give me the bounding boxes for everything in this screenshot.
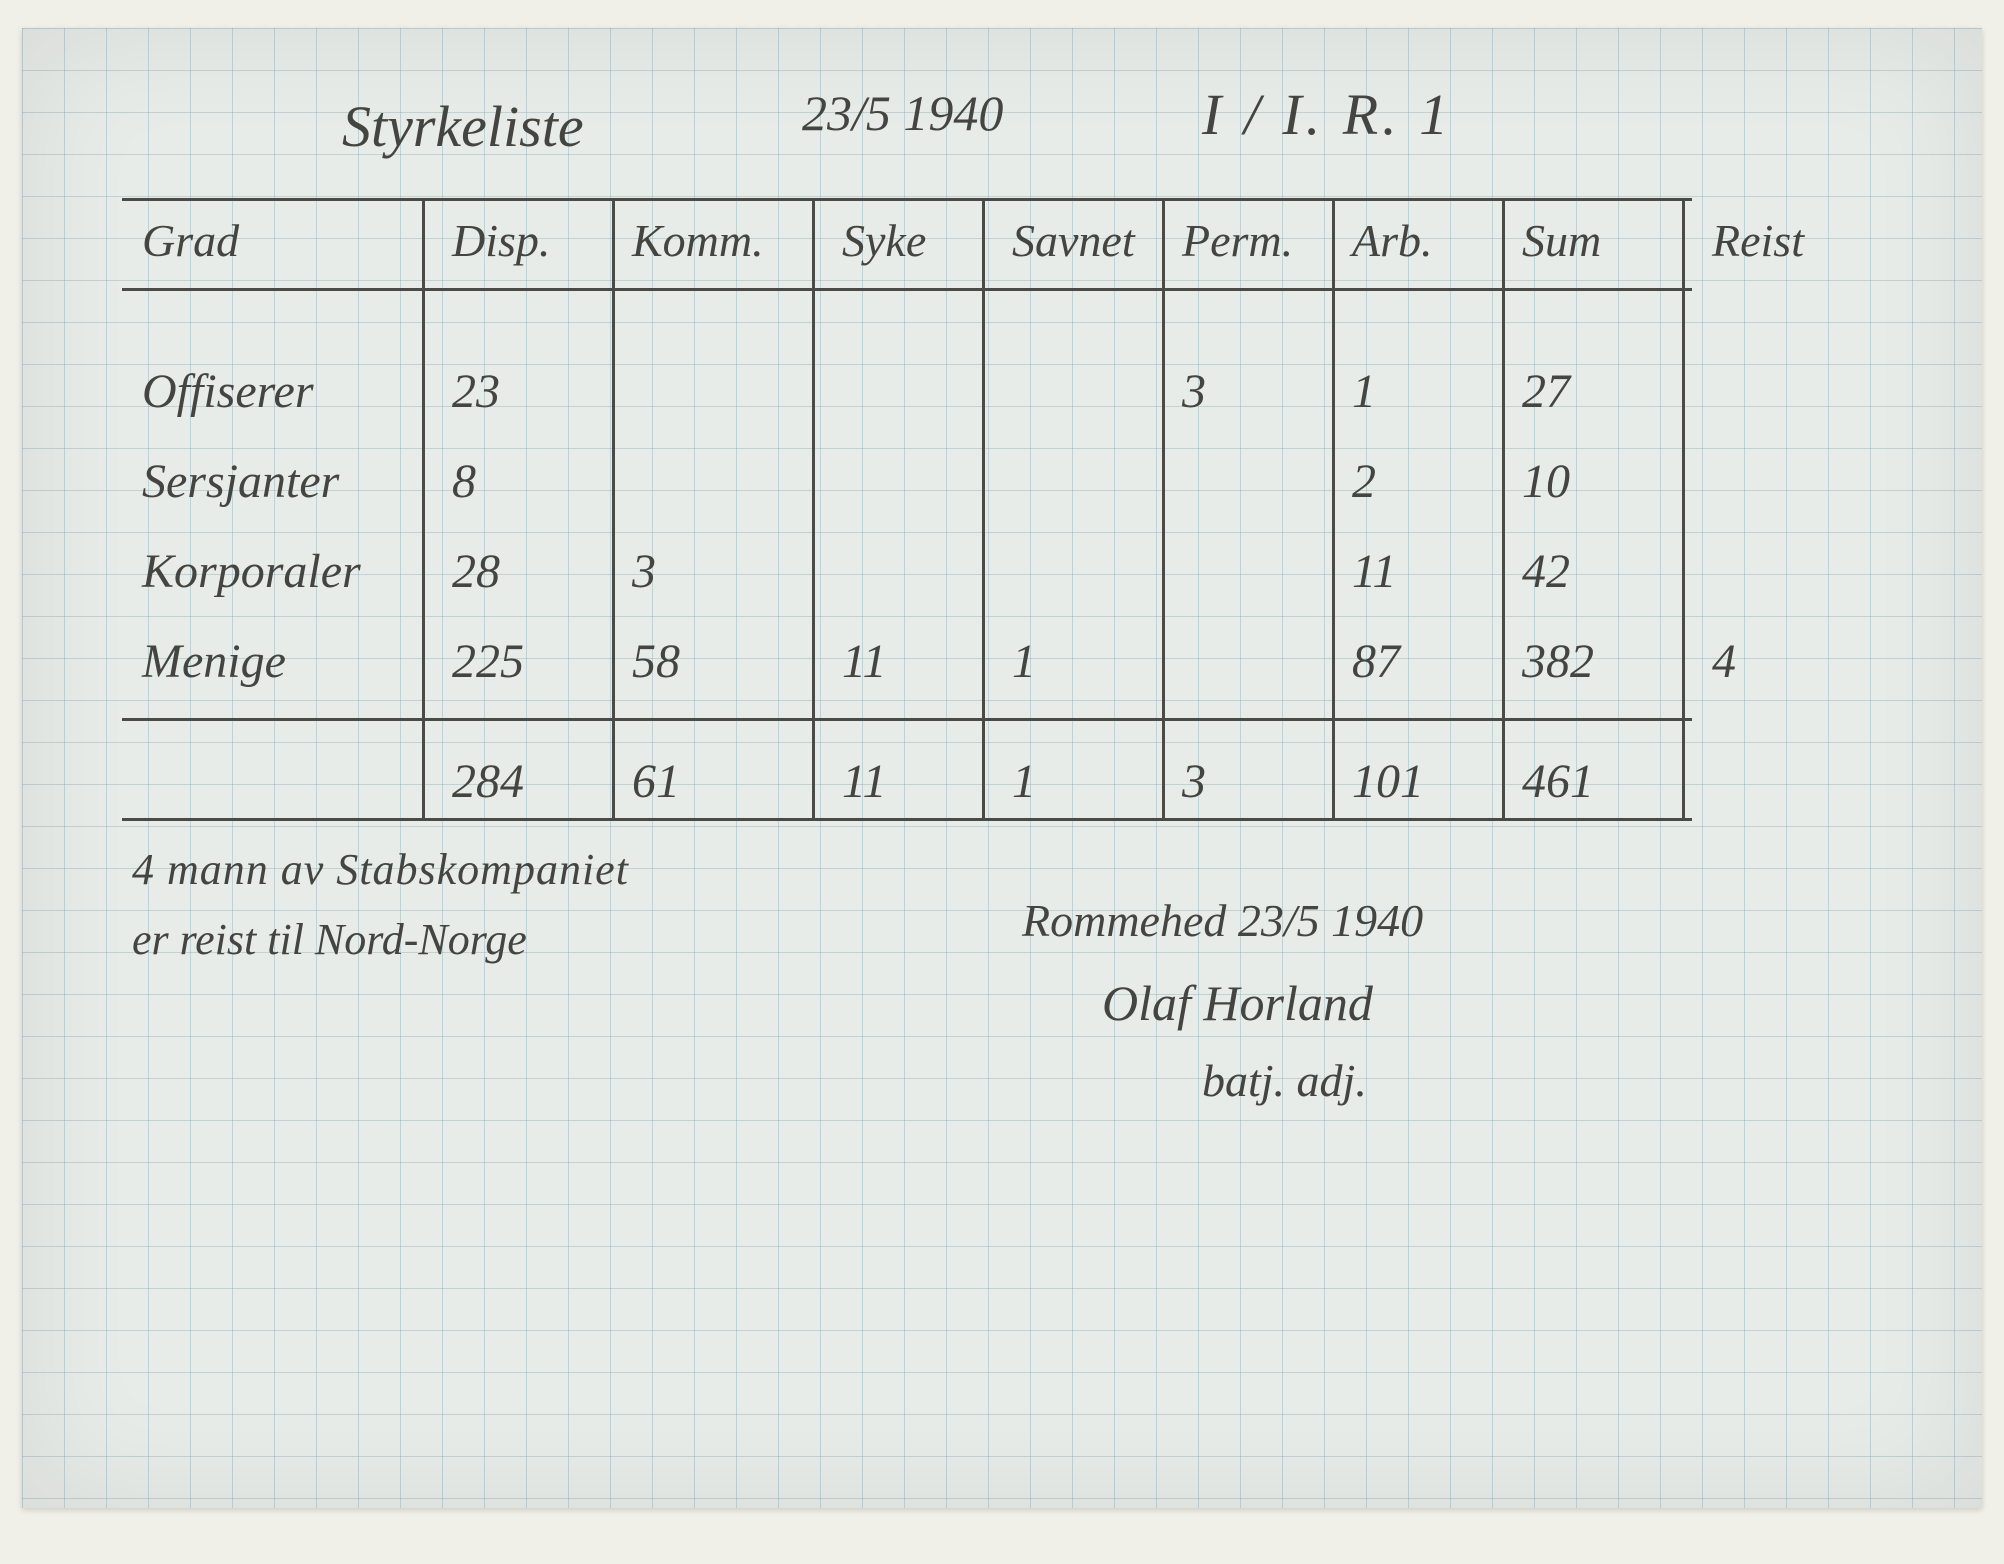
- table-cell: 27: [1522, 368, 1570, 416]
- table-cell: 3: [632, 548, 656, 596]
- table-vline: [812, 198, 815, 718]
- table-cell: 87: [1352, 638, 1400, 686]
- table-vline: [1332, 718, 1335, 818]
- table-cell: 28: [452, 548, 500, 596]
- col-header: Perm.: [1182, 218, 1293, 264]
- signature-role: batj. adj.: [1202, 1058, 1367, 1104]
- table-cell: 1: [1012, 638, 1036, 686]
- perforation-edge: [22, 22, 1982, 36]
- col-header: Reist: [1712, 218, 1804, 264]
- table-vline: [1162, 718, 1165, 818]
- note-line-1: 4 mann av Stabskompaniet: [132, 848, 629, 892]
- table-cell: 225: [452, 638, 524, 686]
- table-cell: 382: [1522, 638, 1594, 686]
- total-cell: 1: [1012, 758, 1036, 806]
- table-cell: 58: [632, 638, 680, 686]
- table-cell: 11: [842, 638, 886, 686]
- table-cell: 23: [452, 368, 500, 416]
- page-date-top: 23/5 1940: [802, 88, 1003, 138]
- col-header: Komm.: [632, 218, 764, 264]
- signature-name: Olaf Horland: [1102, 978, 1373, 1028]
- table-cell: 3: [1182, 368, 1206, 416]
- col-header: Arb.: [1352, 218, 1433, 264]
- note-line-2: er reist til Nord-Norge: [132, 918, 527, 962]
- graph-paper-page: Styrkeliste 23/5 1940 I / I. R. 1 Grad Di…: [22, 28, 1982, 1508]
- col-header: Grad: [142, 218, 239, 264]
- table-hline: [122, 818, 1692, 821]
- table-vline: [1162, 198, 1165, 718]
- table-vline: [422, 718, 425, 818]
- col-header: Savnet: [1012, 218, 1135, 264]
- table-cell: 8: [452, 458, 476, 506]
- table-hline: [122, 288, 1692, 291]
- table-vline: [812, 718, 815, 818]
- total-cell: 11: [842, 758, 886, 806]
- row-label: Offiserer: [142, 368, 314, 416]
- total-cell: 61: [632, 758, 680, 806]
- table-vline: [1682, 198, 1685, 718]
- table-vline: [612, 718, 615, 818]
- col-header: Sum: [1522, 218, 1601, 264]
- table-vline: [982, 198, 985, 718]
- table-vline: [1332, 198, 1335, 718]
- row-label: Menige: [142, 638, 286, 686]
- unit-designation: I / I. R. 1: [1202, 86, 1452, 144]
- table-vline: [982, 718, 985, 818]
- signature-place-date: Rommehed 23/5 1940: [1022, 898, 1423, 944]
- page-title: Styrkeliste: [342, 98, 584, 156]
- table-vline: [1502, 198, 1505, 718]
- col-header: Disp.: [452, 218, 550, 264]
- table-vline: [1502, 718, 1505, 818]
- table-cell: 10: [1522, 458, 1570, 506]
- total-cell: 101: [1352, 758, 1424, 806]
- table-vline: [422, 198, 425, 718]
- table-vline: [1682, 718, 1685, 818]
- table-hline: [122, 198, 1692, 201]
- row-label: Korporaler: [142, 548, 361, 596]
- total-cell: 3: [1182, 758, 1206, 806]
- row-label: Sersjanter: [142, 458, 339, 506]
- table-cell: 4: [1712, 638, 1736, 686]
- table-cell: 2: [1352, 458, 1376, 506]
- col-header: Syke: [842, 218, 926, 264]
- total-cell: 461: [1522, 758, 1594, 806]
- table-cell: 1: [1352, 368, 1376, 416]
- table-cell: 42: [1522, 548, 1570, 596]
- total-cell: 284: [452, 758, 524, 806]
- table-cell: 11: [1352, 548, 1396, 596]
- table-vline: [612, 198, 615, 718]
- table-hline: [122, 718, 1692, 721]
